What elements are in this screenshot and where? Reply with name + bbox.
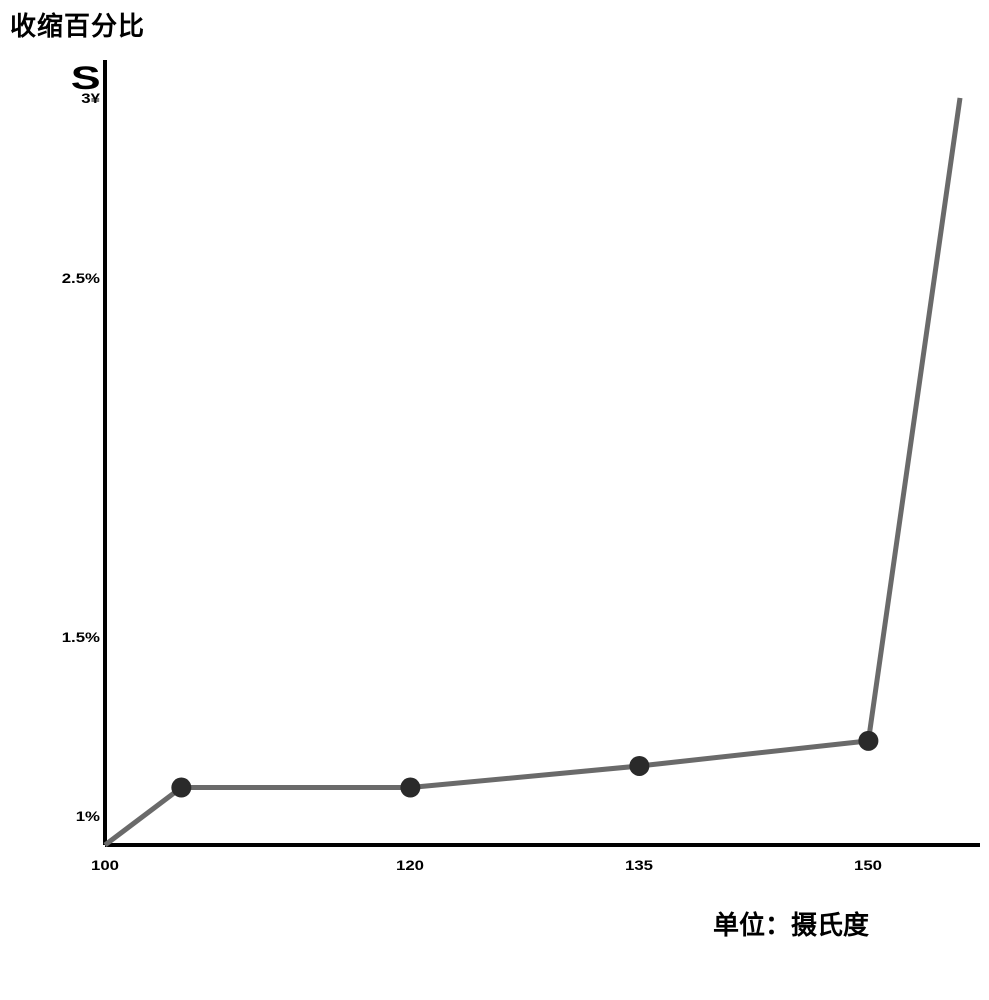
- x-tick-label: 120: [380, 857, 440, 873]
- data-line: [105, 98, 960, 845]
- x-tick-label: 100: [75, 857, 135, 873]
- data-marker: [400, 778, 420, 798]
- chart-container: 收缩百分比 S 1%1.5%2.5%3¥ 100120135150 单位：摄氏度: [0, 0, 989, 1000]
- data-marker: [629, 756, 649, 776]
- y-tick-label: 1.5%: [40, 629, 100, 645]
- x-tick-label: 150: [838, 857, 898, 873]
- data-marker: [171, 778, 191, 798]
- data-marker: [858, 731, 878, 751]
- chart-svg: [0, 0, 989, 1000]
- x-tick-label: 135: [609, 857, 669, 873]
- y-tick-label: 3¥: [40, 90, 100, 106]
- y-tick-label: 2.5%: [40, 270, 100, 286]
- y-tick-label: 1%: [40, 808, 100, 824]
- x-axis-title: 单位：摄氏度: [713, 905, 869, 942]
